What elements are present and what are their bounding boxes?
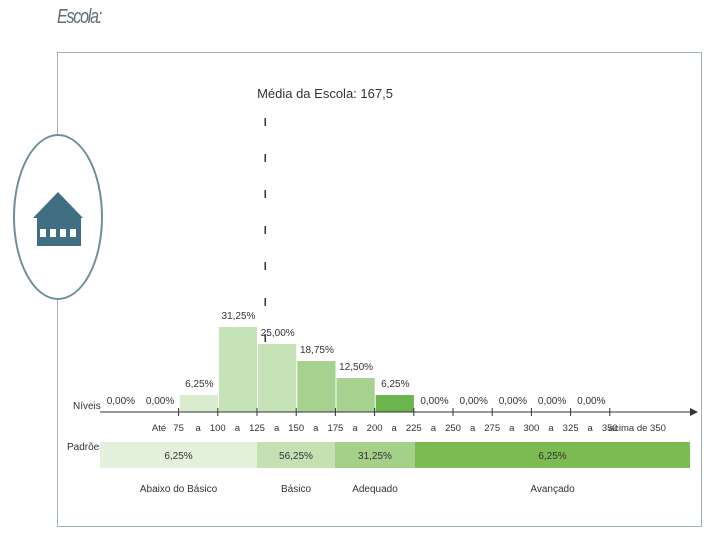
x-tick-label: a [392,423,398,434]
bar-value-label: 0,00% [107,396,135,407]
pattern-label: Adequado [352,484,398,495]
x-tick-label: a [588,423,594,434]
bar-value-label: 0,00% [538,396,566,407]
chart-title: Média da Escola: 167,5 [257,86,393,101]
x-tick-label: 325 [563,423,579,434]
bar-value-label: 25,00% [261,328,295,339]
bar-7 [375,395,414,412]
bar-3 [218,327,258,412]
bar-value-label: 6,25% [381,379,409,390]
x-tick-label: 350 [602,423,618,434]
school-building-icon [33,192,83,246]
bar-value-label: 0,00% [499,396,527,407]
x-tick-label: 75 [173,423,184,434]
x-tick-label: 225 [406,423,422,434]
bar-value-label: 0,00% [460,396,488,407]
x-tick-label: a [548,423,554,434]
bar-value-label: 18,75% [300,345,334,356]
x-tick-label: a [196,423,202,434]
patterns-row-label: Padrões [67,442,104,453]
pattern-value: 6,25% [164,451,192,462]
x-tick-label: a [274,423,280,434]
x-axis-arrow [690,408,698,416]
x-tick-label: a [313,423,319,434]
x-tick-label: a [470,423,476,434]
x-tick-label: 275 [484,423,500,434]
x-tick-label: a [431,423,437,434]
x-tick-label: 125 [249,423,265,434]
bar-6 [336,378,375,412]
page-heading: Escola: [57,6,102,28]
bar-value-label: 31,25% [222,311,256,322]
x-tick-label: 175 [327,423,343,434]
bar-5 [297,361,336,412]
bar-value-label: 12,50% [339,362,373,373]
x-tick-label: 200 [367,423,383,434]
x-tick-label: 250 [445,423,461,434]
x-tick-label: Até [152,423,166,434]
pattern-band-0 [100,442,257,468]
pattern-value: 31,25% [358,451,392,462]
x-tick-label: 150 [288,423,304,434]
x-tick-label: a [509,423,515,434]
pattern-value: 6,25% [538,451,566,462]
pattern-label: Abaixo do Básico [140,484,218,495]
x-tick-label: a [352,423,358,434]
pattern-band-3 [415,442,690,468]
bar-value-label: 0,00% [146,396,174,407]
bar-4 [258,344,297,412]
pattern-band-1 [257,442,335,468]
bar-value-label: 0,00% [577,396,605,407]
bar-value-label: 6,25% [185,379,213,390]
bar-value-label: 0,00% [420,396,448,407]
pattern-label: Avançado [530,484,575,495]
school-icon-badge [13,134,103,300]
bar-2 [179,395,218,412]
pattern-value: 56,25% [279,451,313,462]
x-axis-label: Níveis [73,401,101,412]
pattern-label: Básico [281,484,311,495]
x-tick-label: 300 [523,423,539,434]
x-tick-label: acima de 350 [609,423,666,434]
x-tick-label: 100 [210,423,226,434]
pattern-band-2 [335,442,415,468]
x-tick-label: a [235,423,241,434]
